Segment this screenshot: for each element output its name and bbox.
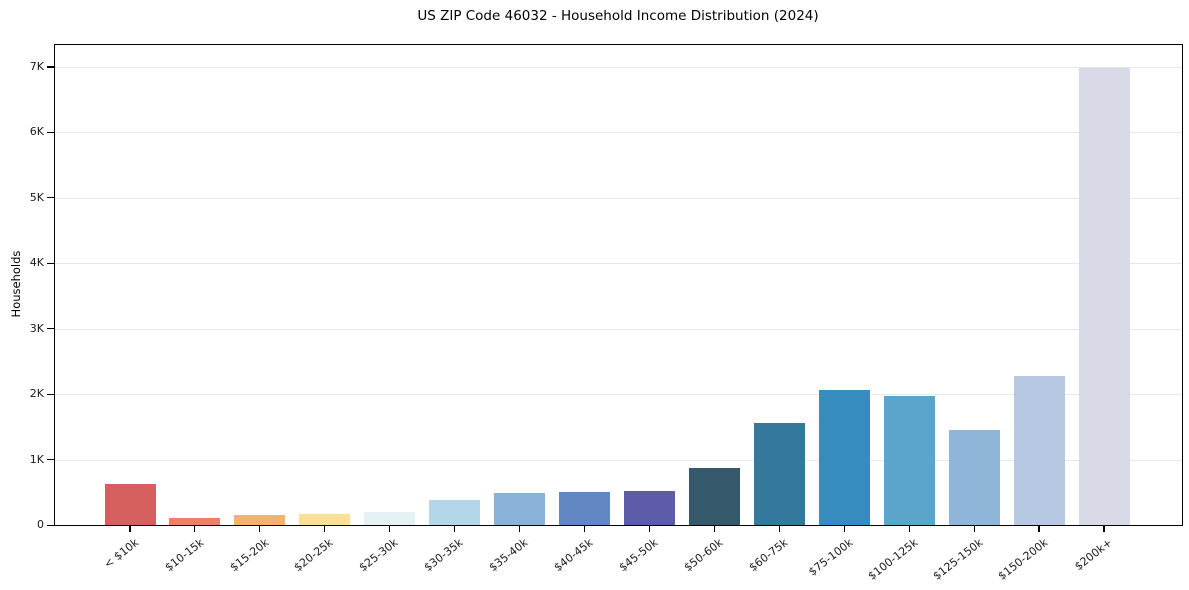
x-tick-mark [1038, 525, 1040, 532]
x-tick-mark [519, 525, 521, 532]
x-tick-label: $50-60k [681, 536, 726, 575]
x-tick-label: $60-75k [746, 536, 791, 575]
x-tick-mark [843, 525, 845, 532]
chart-title: US ZIP Code 46032 - Household Income Dis… [417, 8, 819, 24]
y-axis-spine [53, 44, 55, 526]
bar-$35-40k [494, 492, 546, 525]
gridline [54, 394, 1182, 396]
bar-$200k+ [1078, 68, 1130, 525]
bar-$150-200k [1013, 375, 1065, 525]
plot-top-spine [54, 44, 1183, 46]
gridline [54, 132, 1182, 134]
x-tick-mark [389, 525, 391, 532]
x-axis-spine [53, 524, 1183, 527]
y-tick-mark [46, 197, 54, 199]
x-tick-mark [648, 525, 650, 532]
x-tick-mark [973, 525, 975, 532]
bar-$50-60k [688, 468, 740, 525]
x-tick-mark [778, 525, 780, 532]
y-tick-label: 5K [29, 190, 44, 204]
bar-$30-35k [429, 500, 481, 525]
x-tick-label: $40-45k [551, 536, 596, 575]
y-tick-mark [46, 66, 54, 68]
y-tick-label: 4K [29, 256, 44, 270]
x-tick-mark [454, 525, 456, 532]
bar-$40-45k [559, 492, 610, 525]
x-tick-mark [1103, 525, 1105, 532]
plot-area [54, 44, 1182, 525]
bar-$100-125k [883, 396, 935, 525]
y-tick-mark [46, 328, 54, 330]
y-tick-mark [46, 524, 54, 526]
bar-$75-100k [818, 389, 870, 525]
x-tick-label: $25-30k [356, 536, 401, 575]
bar-< $10k [104, 483, 156, 525]
y-tick-mark [46, 393, 54, 395]
bar-$10-15k [169, 518, 221, 525]
bar-$45-50k [623, 491, 675, 525]
gridline [54, 66, 1182, 68]
x-tick-label: $15-20k [227, 536, 271, 575]
gridline [54, 328, 1182, 330]
y-tick-label: 3K [29, 321, 44, 335]
y-tick-label: 1K [29, 452, 44, 466]
y-tick-mark [46, 131, 54, 133]
x-tick-label: $100-125k [865, 536, 921, 583]
x-tick-mark [259, 525, 261, 532]
x-tick-label: $45-50k [616, 536, 661, 575]
y-tick-label: 0 [37, 518, 44, 531]
x-tick-label: $150-200k [995, 536, 1051, 583]
plot-right-spine [1181, 44, 1183, 526]
gridline [54, 263, 1182, 265]
bar-$25-30k [364, 511, 416, 525]
bar-$15-20k [234, 514, 286, 525]
x-tick-mark [129, 525, 131, 532]
x-tick-label: < $10k [101, 536, 142, 571]
bar-$60-75k [753, 422, 805, 525]
x-tick-mark [583, 525, 586, 532]
x-tick-label: $20-25k [292, 536, 336, 575]
x-tick-label: $30-35k [421, 536, 466, 575]
x-tick-mark [324, 525, 326, 532]
y-tick-mark [46, 262, 54, 264]
bar-$20-25k [299, 513, 351, 525]
x-tick-label: $125-150k [930, 536, 986, 583]
y-tick-label: 2K [29, 387, 44, 401]
x-tick-label: $200k+ [1072, 536, 1116, 574]
gridline [54, 459, 1182, 461]
y-tick-label: 6K [29, 125, 44, 139]
x-tick-mark [908, 525, 910, 532]
x-tick-label: $35-40k [486, 536, 531, 575]
x-tick-label: $75-100k [805, 536, 856, 579]
gridline [54, 197, 1182, 199]
bar-$125-150k [948, 430, 1000, 525]
y-axis-label: Households [9, 250, 23, 318]
y-tick-mark [46, 459, 54, 461]
y-tick-label: 7K [29, 59, 44, 73]
x-tick-mark [194, 525, 196, 532]
x-tick-label: $10-15k [162, 536, 206, 575]
x-tick-mark [713, 525, 715, 532]
